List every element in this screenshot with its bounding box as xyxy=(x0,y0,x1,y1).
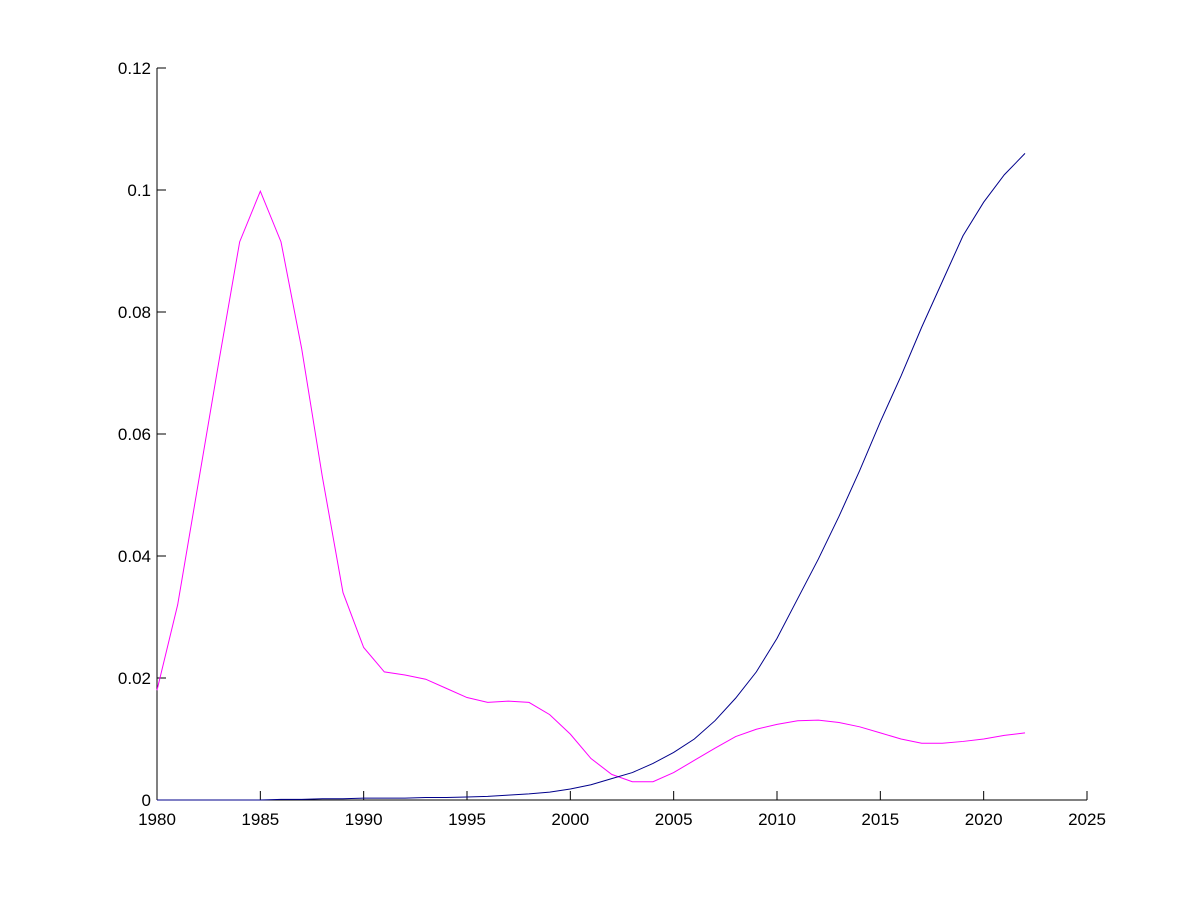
y-tick-label: 0.06 xyxy=(118,425,151,444)
x-tick-label: 1980 xyxy=(138,810,176,829)
x-tick-label: 2005 xyxy=(655,810,693,829)
x-tick-label: 2010 xyxy=(758,810,796,829)
line xyxy=(157,153,1026,801)
y-tick-label: 0.1 xyxy=(127,181,151,200)
x-tick-label: 1985 xyxy=(241,810,279,829)
y-tick-label: 0.12 xyxy=(118,59,151,78)
x-tick-label: 2000 xyxy=(551,810,589,829)
x-tick-label: 1995 xyxy=(448,810,486,829)
line xyxy=(156,189,1026,783)
y-tick-label: 0.02 xyxy=(118,669,151,688)
x-tick-label: 2015 xyxy=(861,810,899,829)
y-tick-label: 0 xyxy=(142,791,151,810)
x-tick-label: 1990 xyxy=(345,810,383,829)
y-tick-label: 0.08 xyxy=(118,303,151,322)
x-tick-label: 2025 xyxy=(1068,810,1106,829)
x-tick-label: 2020 xyxy=(965,810,1003,829)
y-tick-label: 0.04 xyxy=(118,547,151,566)
